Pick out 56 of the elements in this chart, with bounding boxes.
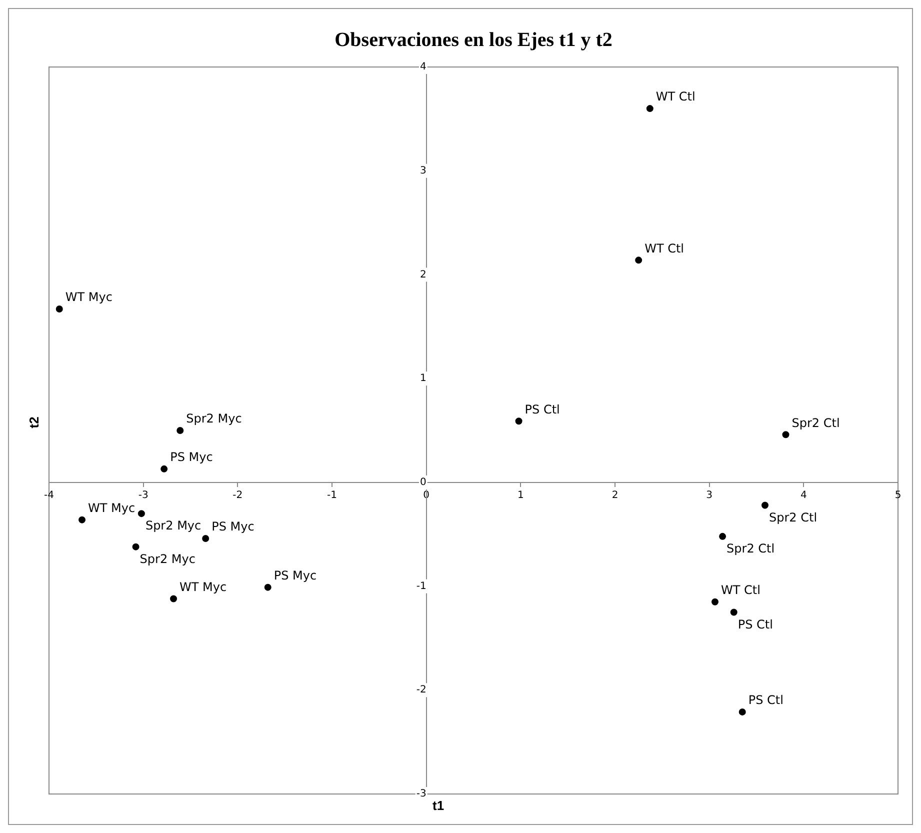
annotation: PS Ctl bbox=[748, 693, 784, 708]
y-tick-label: 3 bbox=[420, 165, 426, 176]
annotation: WT Ctl bbox=[656, 90, 696, 104]
point bbox=[264, 584, 272, 591]
point bbox=[646, 105, 654, 112]
point bbox=[176, 427, 184, 434]
annotation: Spr2 Myc bbox=[140, 552, 196, 566]
annotation: WT Ctl bbox=[644, 241, 684, 256]
x-tick-label: 5 bbox=[894, 490, 902, 502]
x-tick-label: -3 bbox=[138, 490, 148, 502]
point bbox=[782, 431, 790, 438]
x-axis-title: t1 bbox=[432, 798, 444, 814]
x-tick-label: 3 bbox=[706, 490, 713, 502]
point bbox=[56, 305, 63, 312]
point bbox=[138, 510, 145, 518]
annotation: WT Myc bbox=[88, 500, 136, 515]
point bbox=[78, 516, 86, 524]
point bbox=[515, 418, 522, 425]
annotation: PS Myc bbox=[212, 520, 254, 534]
point bbox=[738, 708, 746, 716]
annotation: WT Myc bbox=[180, 580, 227, 594]
annotation: PS Ctl bbox=[524, 402, 560, 416]
point bbox=[719, 532, 726, 540]
annotation: Spr2 Myc bbox=[186, 412, 242, 426]
annotation: WT Myc bbox=[65, 290, 112, 304]
y-tick-label: -3 bbox=[416, 788, 426, 800]
annotation: Spr2 Ctl bbox=[768, 510, 818, 524]
point bbox=[730, 608, 738, 616]
y-tick-label: 2 bbox=[420, 269, 426, 280]
y-tick-label: -2 bbox=[416, 684, 426, 696]
y-tick-label: 4 bbox=[420, 62, 426, 73]
x-tick-label: -1 bbox=[327, 490, 337, 502]
y-tick-label: 0 bbox=[420, 477, 426, 488]
annotation: Spr2 Myc bbox=[145, 518, 202, 533]
y-tick-label: -1 bbox=[416, 580, 426, 592]
point bbox=[635, 256, 642, 264]
point bbox=[132, 543, 140, 550]
point bbox=[160, 465, 168, 472]
point bbox=[202, 535, 210, 542]
annotation: PS Myc bbox=[274, 568, 317, 582]
point bbox=[761, 502, 768, 509]
x-tick-label: 4 bbox=[800, 490, 807, 502]
x-tick-label: 2 bbox=[612, 490, 618, 502]
annotation: WT Ctl bbox=[720, 582, 760, 597]
annotation: PS Myc bbox=[170, 450, 213, 464]
chart-title: Observaciones en los Ejes t1 y t2 bbox=[334, 29, 612, 52]
annotation: Spr2 Ctl bbox=[792, 416, 840, 430]
y-axis-title: t2 bbox=[26, 416, 42, 428]
annotation: PS Ctl bbox=[738, 617, 773, 632]
x-tick-label: -2 bbox=[232, 490, 243, 502]
x-tick-label: 1 bbox=[517, 490, 524, 502]
x-tick-label: -4 bbox=[44, 490, 54, 502]
y-tick-label: 1 bbox=[420, 373, 426, 384]
point bbox=[711, 598, 718, 606]
annotation: Spr2 Ctl bbox=[726, 542, 775, 556]
point bbox=[170, 595, 178, 602]
